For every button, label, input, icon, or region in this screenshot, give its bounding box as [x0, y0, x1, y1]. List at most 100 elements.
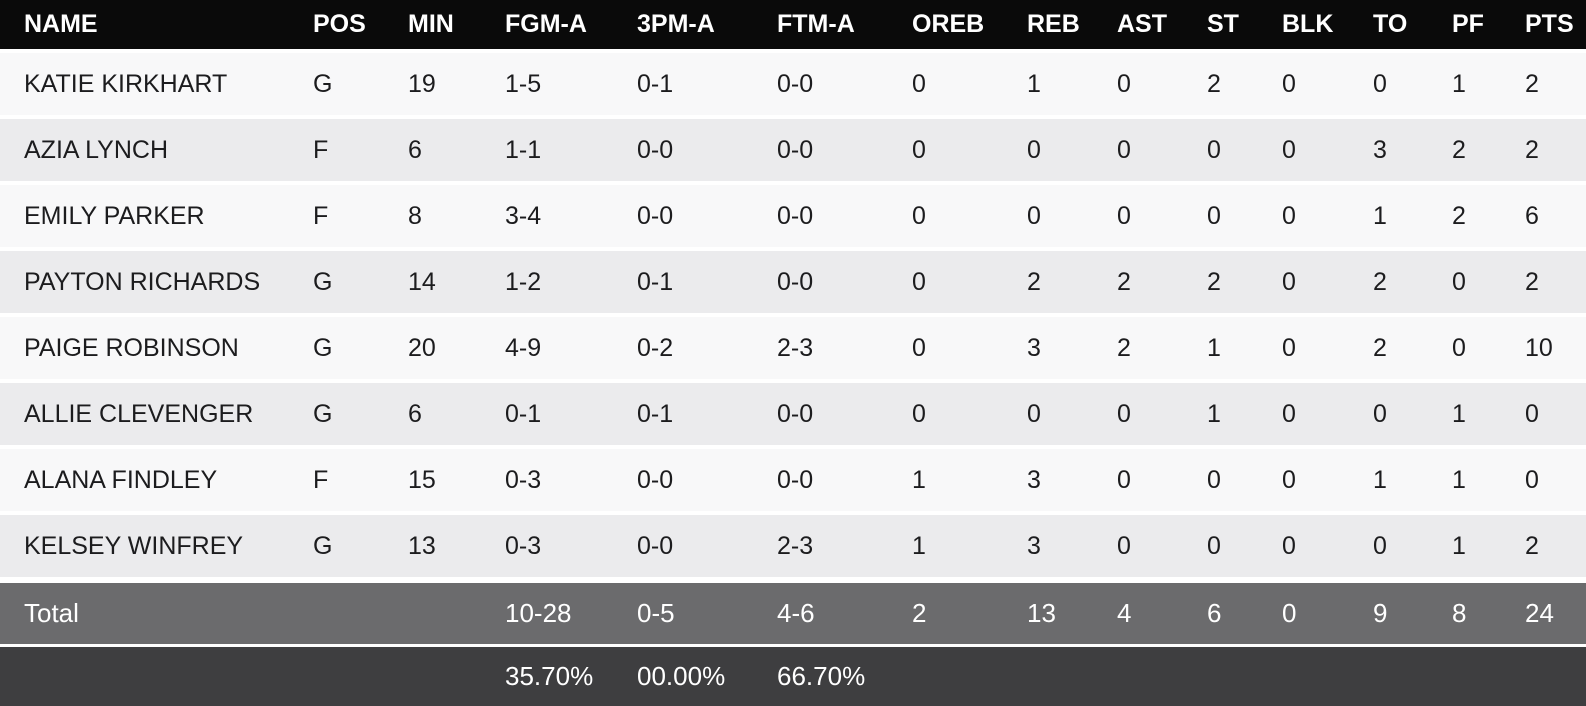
- table-row: KATIE KIRKHART G 19 1-5 0-1 0-0 0 1 0 2 …: [0, 53, 1586, 119]
- stat-pts: 6: [1525, 185, 1586, 251]
- column-header-ftm-a: FTM-A: [777, 0, 912, 53]
- stat-pos: F: [313, 119, 408, 185]
- column-header-to: TO: [1373, 0, 1452, 53]
- stat-pos: F: [313, 449, 408, 515]
- stat-ast: 0: [1117, 383, 1207, 449]
- stat-pf: 2: [1452, 119, 1525, 185]
- stat-3pm-a: 0-1: [637, 251, 777, 317]
- total-pts: 24: [1525, 581, 1586, 647]
- stat-st: 2: [1207, 53, 1282, 119]
- total-st: 6: [1207, 581, 1282, 647]
- stat-to: 1: [1373, 185, 1452, 251]
- stat-ftm-a: 0-0: [777, 119, 912, 185]
- column-header-pts: PTS: [1525, 0, 1586, 53]
- stat-min: 14: [408, 251, 505, 317]
- stat-ast: 0: [1117, 119, 1207, 185]
- stat-st: 0: [1207, 119, 1282, 185]
- column-header-name: NAME: [0, 0, 313, 53]
- stat-oreb: 1: [912, 449, 1027, 515]
- stat-blk: 0: [1282, 119, 1373, 185]
- fg-percentage: 35.70%: [505, 647, 637, 706]
- pct-pos: [313, 647, 408, 706]
- total-oreb: 2: [912, 581, 1027, 647]
- total-reb: 13: [1027, 581, 1117, 647]
- stat-ast: 0: [1117, 449, 1207, 515]
- stat-min: 6: [408, 383, 505, 449]
- stat-oreb: 0: [912, 119, 1027, 185]
- stat-pf: 2: [1452, 185, 1525, 251]
- stat-pos: F: [313, 185, 408, 251]
- stat-pts: 2: [1525, 119, 1586, 185]
- stat-3pm-a: 0-2: [637, 317, 777, 383]
- stat-fgm-a: 0-1: [505, 383, 637, 449]
- table-row: AZIA LYNCH F 6 1-1 0-0 0-0 0 0 0 0 0 3 2…: [0, 119, 1586, 185]
- total-row: Total 10-28 0-5 4-6 2 13 4 6 0 9 8 24: [0, 581, 1586, 647]
- table-row: PAYTON RICHARDS G 14 1-2 0-1 0-0 0 2 2 2…: [0, 251, 1586, 317]
- pct-min: [408, 647, 505, 706]
- stat-st: 1: [1207, 383, 1282, 449]
- player-name: AZIA LYNCH: [0, 119, 313, 185]
- pct-ast: [1117, 647, 1207, 706]
- stat-ftm-a: 2-3: [777, 317, 912, 383]
- total-fgm-a: 10-28: [505, 581, 637, 647]
- stat-reb: 2: [1027, 251, 1117, 317]
- stat-fgm-a: 1-5: [505, 53, 637, 119]
- stat-ftm-a: 0-0: [777, 383, 912, 449]
- column-header-ast: AST: [1117, 0, 1207, 53]
- stat-pts: 2: [1525, 53, 1586, 119]
- stat-fgm-a: 1-1: [505, 119, 637, 185]
- stat-to: 3: [1373, 119, 1452, 185]
- column-header-3pm-a: 3PM-A: [637, 0, 777, 53]
- stat-st: 1: [1207, 317, 1282, 383]
- stat-to: 0: [1373, 383, 1452, 449]
- stat-pf: 1: [1452, 449, 1525, 515]
- pct-blk: [1282, 647, 1373, 706]
- stat-reb: 0: [1027, 383, 1117, 449]
- stat-oreb: 0: [912, 383, 1027, 449]
- column-header-st: ST: [1207, 0, 1282, 53]
- stat-3pm-a: 0-0: [637, 449, 777, 515]
- stat-ftm-a: 0-0: [777, 53, 912, 119]
- stat-min: 15: [408, 449, 505, 515]
- stat-3pm-a: 0-1: [637, 53, 777, 119]
- player-name: PAIGE ROBINSON: [0, 317, 313, 383]
- stat-3pm-a: 0-1: [637, 383, 777, 449]
- column-header-fgm-a: FGM-A: [505, 0, 637, 53]
- stat-to: 1: [1373, 449, 1452, 515]
- stat-pf: 0: [1452, 317, 1525, 383]
- stat-pos: G: [313, 383, 408, 449]
- total-3pm-a: 0-5: [637, 581, 777, 647]
- stat-ftm-a: 2-3: [777, 515, 912, 581]
- stat-fgm-a: 4-9: [505, 317, 637, 383]
- stat-reb: 3: [1027, 317, 1117, 383]
- stat-to: 2: [1373, 251, 1452, 317]
- stat-ast: 0: [1117, 53, 1207, 119]
- player-name: EMILY PARKER: [0, 185, 313, 251]
- total-min: [408, 581, 505, 647]
- 3p-percentage: 00.00%: [637, 647, 777, 706]
- pct-pf: [1452, 647, 1525, 706]
- stat-pos: G: [313, 251, 408, 317]
- stat-oreb: 0: [912, 251, 1027, 317]
- stat-ftm-a: 0-0: [777, 251, 912, 317]
- column-header-reb: REB: [1027, 0, 1117, 53]
- column-header-oreb: OREB: [912, 0, 1027, 53]
- stat-reb: 3: [1027, 515, 1117, 581]
- stat-blk: 0: [1282, 185, 1373, 251]
- stat-to: 0: [1373, 53, 1452, 119]
- stat-pf: 0: [1452, 251, 1525, 317]
- stat-blk: 0: [1282, 383, 1373, 449]
- stat-min: 19: [408, 53, 505, 119]
- total-label: Total: [0, 581, 313, 647]
- pct-oreb: [912, 647, 1027, 706]
- stat-pos: G: [313, 515, 408, 581]
- pct-to: [1373, 647, 1452, 706]
- stat-pts: 2: [1525, 515, 1586, 581]
- pct-label: [0, 647, 313, 706]
- stat-pos: G: [313, 53, 408, 119]
- stat-st: 2: [1207, 251, 1282, 317]
- stat-to: 0: [1373, 515, 1452, 581]
- stat-min: 6: [408, 119, 505, 185]
